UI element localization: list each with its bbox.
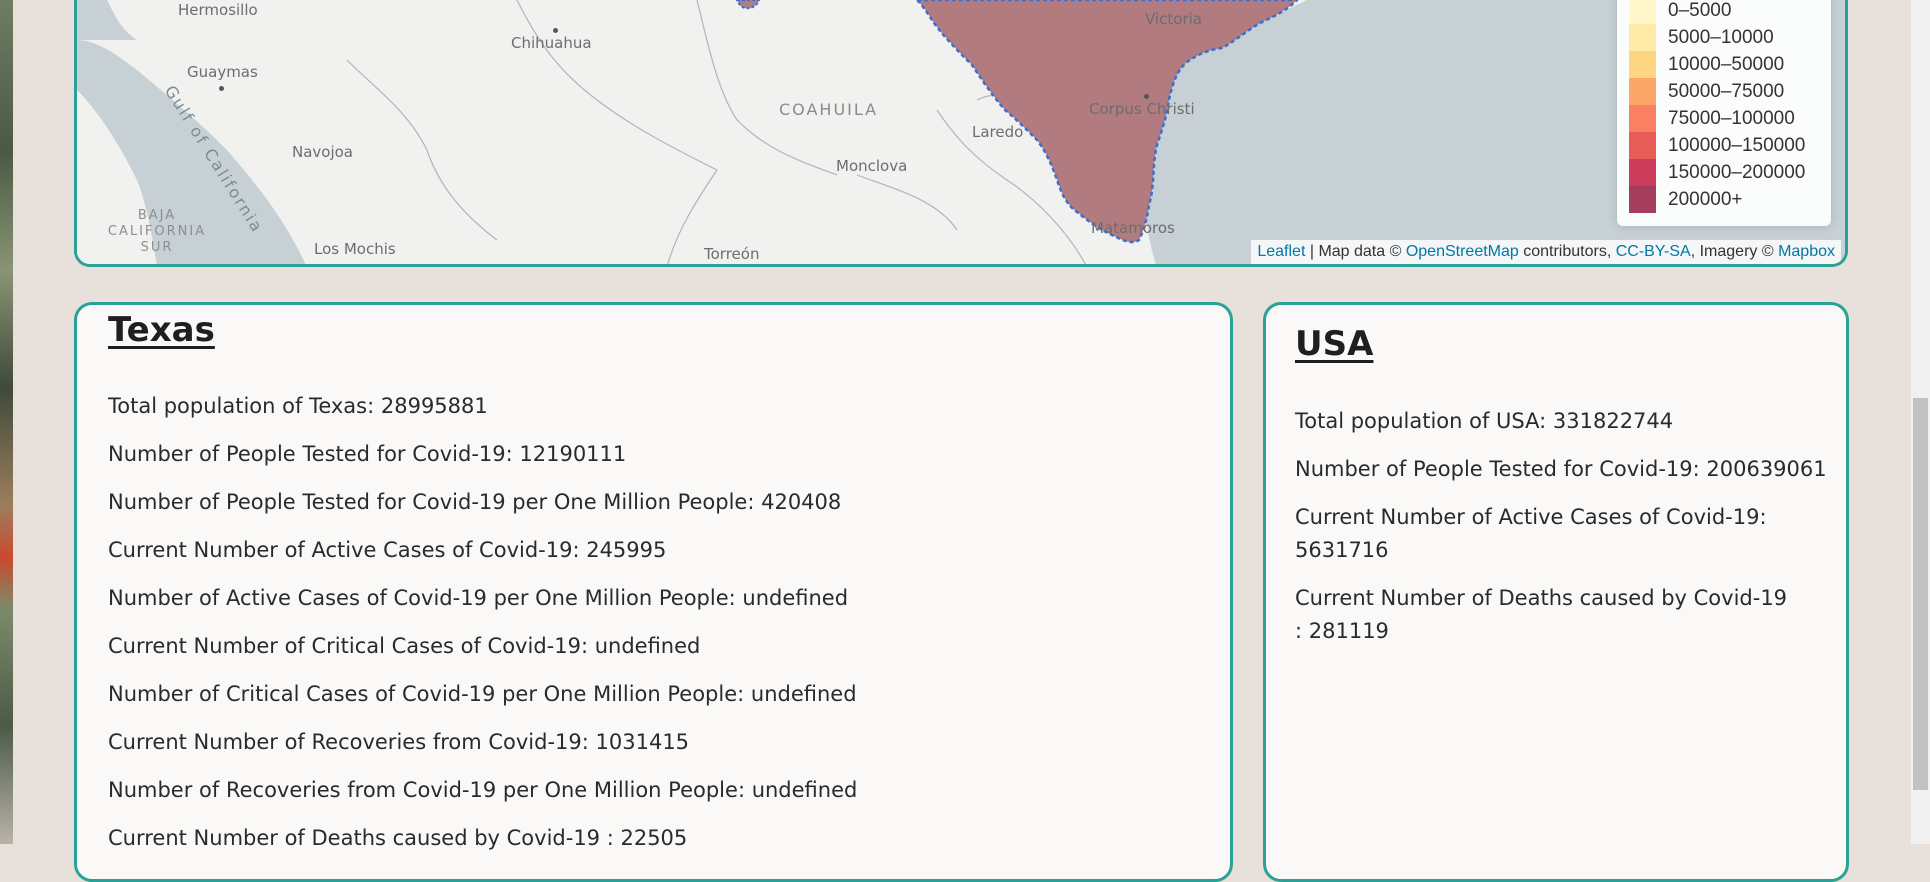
map-legend: 0–5000 5000–10000 10000–50000 50000–7500… (1617, 0, 1831, 226)
openstreetmap-link[interactable]: OpenStreetMap (1405, 243, 1519, 260)
map-label-laredo: Laredo (972, 123, 1024, 141)
legend-item: 50000–75000 (1629, 78, 1784, 105)
map-label-monclova: Monclova (836, 157, 908, 175)
legend-item: 75000–100000 (1629, 105, 1795, 132)
choropleth-map[interactable]: Hermosillo Chihuahua Guaymas Gulf of Cal… (74, 0, 1848, 267)
leaflet-link[interactable]: Leaflet (1257, 243, 1306, 260)
map-attribution: Leaflet | Map data © OpenStreetMap contr… (1251, 240, 1841, 264)
page-scrollbar[interactable] (1911, 0, 1930, 844)
usa-stats-panel: USA Total population of USA: 331822744 N… (1263, 302, 1849, 882)
city-dot-chihuahua (553, 28, 558, 33)
map-label-guaymas: Guaymas (187, 63, 258, 81)
legend-swatch (1629, 186, 1656, 213)
map-label-torreon: Torreón (704, 245, 760, 263)
city-dot-guaymas (219, 86, 224, 91)
usa-stat-active-cases: Current Number of Active Cases of Covid-… (1295, 505, 1767, 562)
texas-stats-panel: Texas Total population of Texas: 2899588… (74, 302, 1233, 882)
usa-stat-tested: Number of People Tested for Covid-19: 20… (1295, 457, 1827, 481)
texas-stat-population: Total population of Texas: 28995881 (108, 394, 488, 418)
texas-stat-tested-per-million: Number of People Tested for Covid-19 per… (108, 490, 842, 514)
legend-item: 150000–200000 (1629, 159, 1805, 186)
legend-swatch (1629, 132, 1656, 159)
texas-title: Texas (108, 310, 215, 350)
legend-item: 100000–150000 (1629, 132, 1805, 159)
legend-swatch (1629, 24, 1656, 51)
usa-stat-population: Total population of USA: 331822744 (1295, 409, 1674, 433)
map-label-hermosillo: Hermosillo (178, 1, 258, 19)
map-label-los-mochis: Los Mochis (314, 240, 396, 258)
texas-stat-tested: Number of People Tested for Covid-19: 12… (108, 442, 627, 466)
legend-swatch (1629, 78, 1656, 105)
mapbox-link[interactable]: Mapbox (1778, 243, 1835, 260)
texas-stat-critical-cases: Current Number of Critical Cases of Covi… (108, 634, 701, 658)
usa-title: USA (1295, 324, 1374, 364)
legend-item: 10000–50000 (1629, 51, 1784, 78)
legend-swatch (1629, 105, 1656, 132)
map-label-coahuila: COAHUILA (779, 100, 879, 119)
map-label-victoria: Victoria (1145, 10, 1202, 28)
legend-swatch (1629, 0, 1656, 24)
map-label-baja-california-sur: BAJA CALIFORNIA SUR (107, 208, 207, 255)
texas-stat-recoveries: Current Number of Recoveries from Covid-… (108, 730, 690, 754)
map-label-corpus-christi: Corpus Christi (1089, 100, 1195, 118)
city-dot-corpus-christi (1144, 94, 1149, 99)
legend-item: 0–5000 (1629, 0, 1731, 24)
texas-stat-active-cases: Current Number of Active Cases of Covid-… (108, 538, 667, 562)
legend-swatch (1629, 51, 1656, 78)
map-tiles (77, 0, 1845, 264)
usa-stat-deaths: Current Number of Deaths caused by Covid… (1295, 586, 1788, 643)
cc-by-sa-link[interactable]: CC-BY-SA (1615, 243, 1691, 260)
texas-stat-recoveries-per-million: Number of Recoveries from Covid-19 per O… (108, 778, 858, 802)
texas-stat-active-per-million: Number of Active Cases of Covid-19 per O… (108, 586, 849, 610)
background-image-strip (0, 0, 13, 844)
legend-item: 200000+ (1629, 186, 1743, 213)
map-label-chihuahua: Chihuahua (511, 34, 592, 52)
map-label-matamoros: Matamoros (1091, 219, 1175, 237)
legend-swatch (1629, 159, 1656, 186)
map-label-navojoa: Navojoa (292, 143, 354, 161)
texas-stat-critical-per-million: Number of Critical Cases of Covid-19 per… (108, 682, 857, 706)
scrollbar-thumb[interactable] (1913, 398, 1928, 790)
legend-item: 5000–10000 (1629, 24, 1774, 51)
texas-stat-deaths: Current Number of Deaths caused by Covid… (108, 826, 688, 850)
